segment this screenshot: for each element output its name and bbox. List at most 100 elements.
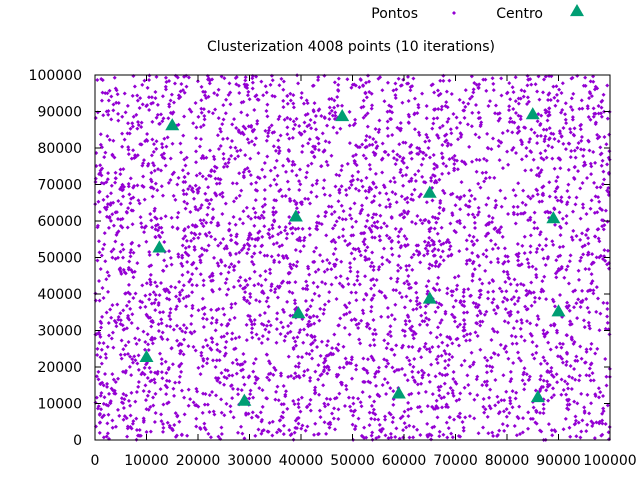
point-marker xyxy=(251,262,256,267)
point-marker xyxy=(133,336,138,341)
point-marker xyxy=(222,382,227,387)
point-marker xyxy=(226,160,231,165)
point-marker xyxy=(296,81,301,86)
point-marker xyxy=(423,246,428,251)
point-marker xyxy=(241,124,246,129)
point-marker xyxy=(258,250,263,255)
point-marker xyxy=(475,313,480,318)
point-marker xyxy=(467,188,472,193)
point-marker xyxy=(185,260,190,265)
point-marker xyxy=(466,212,471,217)
point-marker xyxy=(514,341,519,346)
point-marker xyxy=(96,369,101,374)
point-marker xyxy=(219,431,224,436)
point-marker xyxy=(516,295,521,300)
point-marker xyxy=(349,251,354,256)
point-marker xyxy=(213,176,218,181)
point-marker xyxy=(276,253,281,258)
point-marker xyxy=(276,151,281,156)
point-marker xyxy=(370,356,375,361)
point-marker xyxy=(327,105,332,110)
point-marker xyxy=(316,75,321,80)
point-marker xyxy=(458,298,463,303)
point-marker xyxy=(332,332,337,337)
point-marker xyxy=(376,417,381,422)
point-marker xyxy=(586,252,591,257)
point-marker xyxy=(345,161,350,166)
point-marker xyxy=(484,88,489,93)
point-marker xyxy=(326,204,331,209)
point-marker xyxy=(516,181,521,186)
point-marker xyxy=(528,321,533,326)
point-marker xyxy=(121,247,126,252)
point-marker xyxy=(216,306,221,311)
point-marker xyxy=(153,297,158,302)
point-marker xyxy=(407,263,412,268)
point-marker xyxy=(218,177,223,182)
point-marker xyxy=(194,386,199,391)
y-tick-label: 80000 xyxy=(37,141,82,157)
point-marker xyxy=(554,275,559,280)
point-marker xyxy=(338,126,343,131)
point-marker xyxy=(581,153,586,158)
point-marker xyxy=(574,233,579,238)
point-marker xyxy=(168,177,173,182)
point-marker xyxy=(385,109,390,114)
point-marker xyxy=(268,271,273,276)
point-marker xyxy=(327,97,332,102)
point-marker xyxy=(433,374,438,379)
point-marker xyxy=(538,230,543,235)
point-marker xyxy=(400,328,405,333)
point-marker xyxy=(351,401,356,406)
point-marker xyxy=(253,357,258,362)
point-marker xyxy=(256,336,261,341)
point-marker xyxy=(603,326,608,331)
point-marker xyxy=(568,155,573,160)
point-marker xyxy=(382,99,387,104)
point-marker xyxy=(436,275,441,280)
point-marker xyxy=(243,167,248,172)
legend-marker-centro xyxy=(570,3,584,17)
point-marker xyxy=(450,191,455,196)
point-marker xyxy=(581,205,586,210)
point-marker xyxy=(395,125,400,130)
point-marker xyxy=(541,402,546,407)
point-marker xyxy=(382,377,387,382)
point-marker xyxy=(189,262,194,267)
point-marker xyxy=(182,114,187,119)
point-marker xyxy=(398,170,403,175)
point-marker xyxy=(512,423,517,428)
point-marker xyxy=(522,366,527,371)
point-marker xyxy=(143,347,148,352)
point-marker xyxy=(153,215,158,220)
point-marker xyxy=(447,335,452,340)
point-marker xyxy=(167,104,172,109)
point-marker xyxy=(267,267,272,272)
point-marker xyxy=(487,214,492,219)
point-marker xyxy=(446,116,451,121)
point-marker xyxy=(356,169,361,174)
point-marker xyxy=(509,297,514,302)
point-marker xyxy=(508,312,513,317)
point-marker xyxy=(278,332,283,337)
point-marker xyxy=(306,266,311,271)
point-marker xyxy=(292,402,297,407)
point-marker xyxy=(218,192,223,197)
point-marker xyxy=(275,311,280,316)
point-marker xyxy=(450,341,455,346)
point-marker xyxy=(546,143,551,148)
point-marker xyxy=(104,355,109,360)
point-marker xyxy=(546,210,551,215)
point-marker xyxy=(295,416,300,421)
point-marker xyxy=(432,107,437,112)
point-marker xyxy=(120,144,125,149)
point-marker xyxy=(195,190,200,195)
point-marker xyxy=(221,165,226,170)
point-marker xyxy=(337,173,342,178)
point-marker xyxy=(561,427,566,432)
point-marker xyxy=(340,217,345,222)
point-marker xyxy=(566,167,571,172)
point-marker xyxy=(97,278,102,283)
point-marker xyxy=(553,103,558,108)
point-marker xyxy=(599,114,604,119)
